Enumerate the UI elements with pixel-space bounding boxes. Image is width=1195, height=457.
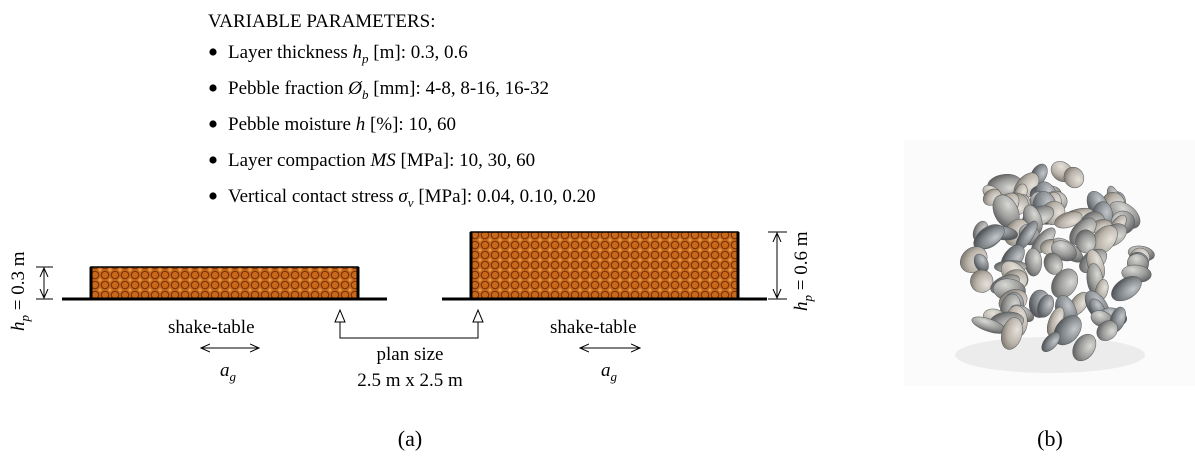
parameter-text: Pebble fraction Øb [mm]: 4-8, 8-16, 16-3… [228,78,549,102]
pebble [970,269,994,293]
shake-table-label-right: shake-table [550,317,637,338]
pebble [1001,317,1023,350]
parameter-text: Pebble moisture h [%]: 10, 60 [228,114,456,135]
pebble [1072,333,1097,362]
parameter-list: VARIABLE PARAMETERS: Layer thickness hp … [208,11,596,210]
parameter-text: Layer compaction MS [MPa]: 10, 30, 60 [228,150,535,171]
parameter-item: Layer compaction MS [MPa]: 10, 30, 60 [209,150,535,171]
photo-shadow [955,337,1145,373]
bullet [209,48,217,56]
pebble [1041,332,1061,352]
parameter-item: Pebble moisture h [%]: 10, 60 [209,114,456,135]
pebble-pile [960,161,1155,362]
parameter-item: Layer thickness hp [m]: 0.3, 0.6 [209,42,468,66]
bullet [209,84,217,92]
parameters-heading: VARIABLE PARAMETERS: [208,11,436,32]
parameter-text: Vertical contact stress σv [MPa]: 0.04, … [228,186,596,210]
specimen-right: hp = 0.6 m shake-table ag [442,231,815,384]
thickness-label-left: hp = 0.3 m [8,251,32,331]
parameter-item: Vertical contact stress σv [MPa]: 0.04, … [209,186,596,210]
caption-b: (b) [1037,426,1063,451]
accel-label-right: ag [601,360,618,384]
pebble-layer-thick [470,231,739,300]
bullet [209,192,217,200]
pebble [1037,294,1055,318]
shake-table-label-left: shake-table [168,317,255,338]
pebble [1051,268,1079,299]
plan-size-arrow-right [472,308,484,323]
bullet [209,120,217,128]
plan-size-arrow-left [334,308,346,323]
parameter-text: Layer thickness hp [m]: 0.3, 0.6 [228,42,468,66]
pebble [973,224,1005,250]
bullet [209,156,217,164]
pebble [1063,166,1085,189]
pebble-layer-thin [90,266,359,300]
plan-size-value: 2.5 m x 2.5 m [357,370,463,391]
parameter-item: Pebble fraction Øb [mm]: 4-8, 8-16, 16-3… [209,78,549,102]
specimen-left: hp = 0.3 m shake-table ag [8,251,387,384]
pebbles-photo [904,140,1195,386]
pebble [1024,248,1042,277]
accel-label-left: ag [220,360,237,384]
plan-size-bracket [339,318,479,339]
caption-a: (a) [398,426,422,451]
pebble [1096,320,1118,341]
pebble [1111,276,1142,302]
pebble [1054,211,1083,229]
thickness-label-right: hp = 0.6 m [791,231,815,311]
plan-size-dimension: plan size 2.5 m x 2.5 m [334,308,484,391]
plan-size-label: plan size [376,344,443,365]
